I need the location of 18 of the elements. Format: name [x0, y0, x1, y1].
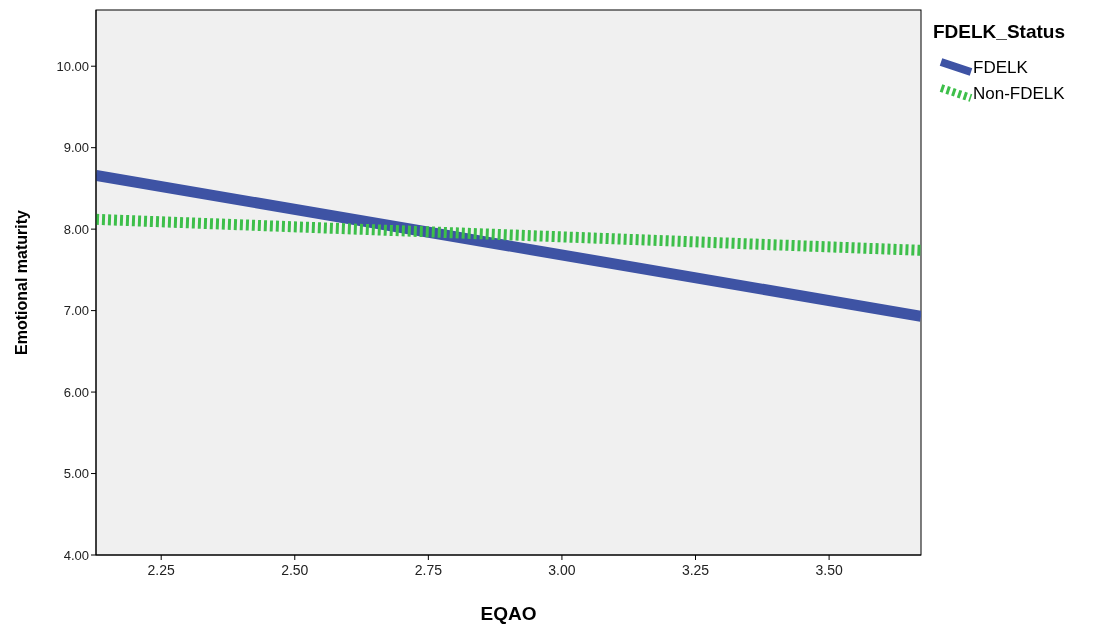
x-tick-label: 2.50 [281, 562, 309, 578]
y-tick-label: 9.00 [63, 140, 89, 156]
y-tick-label: 4.00 [63, 547, 89, 563]
x-tick-label: 3.25 [681, 562, 710, 578]
y-tick-label: 5.00 [63, 466, 89, 482]
legend-label: FDELK [973, 58, 1029, 77]
y-tick-label: 10.00 [56, 58, 89, 74]
x-axis-title: EQAO [480, 603, 537, 624]
x-tick-label: 3.50 [815, 562, 843, 578]
legend-label: Non-FDELK [973, 84, 1066, 103]
legend-title: FDELK_Status [933, 21, 1065, 42]
y-tick-label: 7.00 [63, 303, 89, 319]
x-tick-label: 2.75 [414, 562, 443, 578]
y-tick-label: 6.00 [63, 384, 89, 400]
x-tick-label: 3.00 [548, 562, 576, 578]
x-tick-label: 2.25 [147, 562, 176, 578]
y-axis-title: Emotional maturity [13, 209, 30, 355]
y-tick-label: 8.00 [63, 221, 89, 237]
